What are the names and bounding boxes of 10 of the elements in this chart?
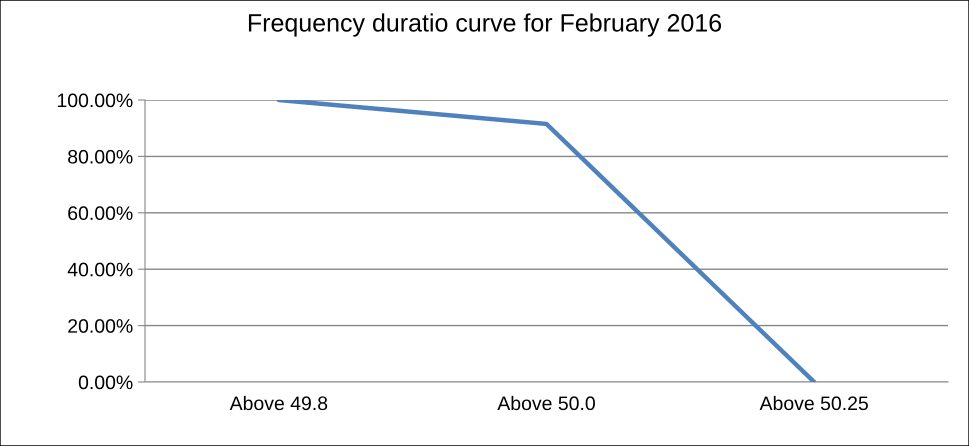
y-tick-label: 60.00%	[68, 206, 133, 220]
x-tick-label: Above 50.25	[760, 396, 868, 410]
y-tick-label: 100.00%	[58, 93, 133, 108]
x-tick-label: Above 50.0	[497, 396, 595, 410]
x-tick-label: Above 49.8	[230, 396, 328, 410]
y-tick-label: 20.00%	[68, 319, 133, 333]
y-tick-label: 40.00%	[68, 262, 133, 276]
y-tick-label: 0.00%	[78, 375, 133, 390]
y-tick-label: 80.00%	[68, 150, 133, 164]
chart-title: Frequency duratio curve for February 2016	[248, 13, 722, 37]
